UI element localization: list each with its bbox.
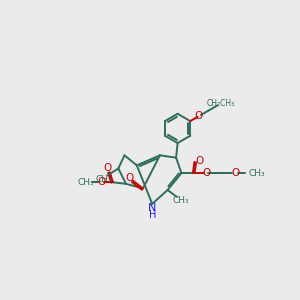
Text: O: O <box>103 163 112 173</box>
Text: CH₃: CH₃ <box>248 169 265 178</box>
Text: O: O <box>231 168 239 178</box>
Text: CH₃: CH₃ <box>78 178 94 187</box>
Text: O: O <box>196 156 204 166</box>
Text: CH₃: CH₃ <box>95 175 112 184</box>
Text: CH₃: CH₃ <box>172 196 189 205</box>
Text: O: O <box>125 173 133 183</box>
Text: CH₂CH₃: CH₂CH₃ <box>206 99 234 108</box>
Text: O: O <box>97 177 106 187</box>
Text: O: O <box>195 111 203 121</box>
Text: N: N <box>148 203 156 214</box>
Text: O: O <box>202 168 210 178</box>
Text: H: H <box>148 210 156 220</box>
